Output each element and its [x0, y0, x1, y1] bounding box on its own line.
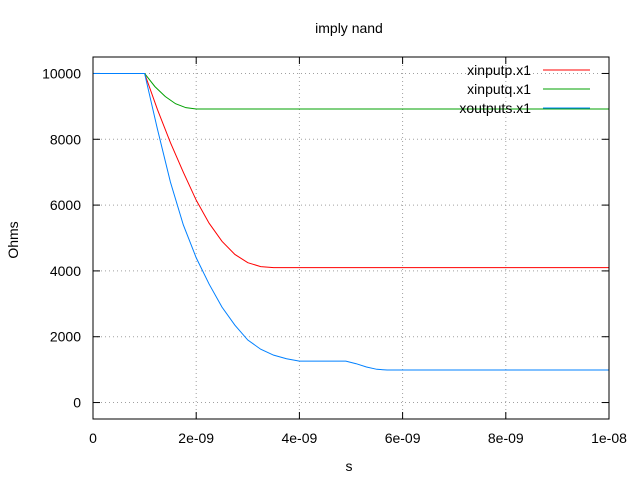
x-tick-label: 4e-09	[281, 430, 317, 446]
legend-label: xinputq.x1	[467, 81, 531, 97]
grid	[92, 57, 610, 419]
x-tick-label: 2e-09	[178, 430, 214, 446]
x-axis-label: s	[346, 458, 353, 474]
y-tick-label: 0	[73, 395, 81, 411]
y-tick-label: 10000	[42, 65, 81, 81]
y-tick-label: 6000	[50, 197, 81, 213]
x-tick-label: 0	[89, 430, 97, 446]
series-line-xinputp.x1	[93, 72, 609, 269]
y-tick-label: 2000	[50, 329, 81, 345]
series-line-xinputq.x1	[93, 72, 609, 110]
x-tick-label: 1e-08	[591, 430, 627, 446]
x-tick-label: 6e-09	[385, 430, 421, 446]
legend-label: xinputp.x1	[467, 62, 531, 78]
chart-title: imply nand	[315, 20, 383, 36]
series-line-xoutputs.x1	[93, 72, 609, 371]
plot-frame	[92, 56, 610, 420]
legend-label: xoutputs.x1	[459, 100, 531, 116]
y-axis-label: Ohms	[5, 221, 21, 258]
legend: xinputp.x1 xinputq.x1 xoutputs.x1	[459, 62, 590, 116]
y-tick-label: 8000	[50, 131, 81, 147]
y-tick-label: 4000	[50, 263, 81, 279]
x-tick-label: 8e-09	[488, 430, 524, 446]
series-lines	[93, 72, 609, 371]
ticks: 0 2000 4000 6000 8000 10000 0 2e-09 4e-09 6e-09 8e…	[42, 57, 627, 446]
